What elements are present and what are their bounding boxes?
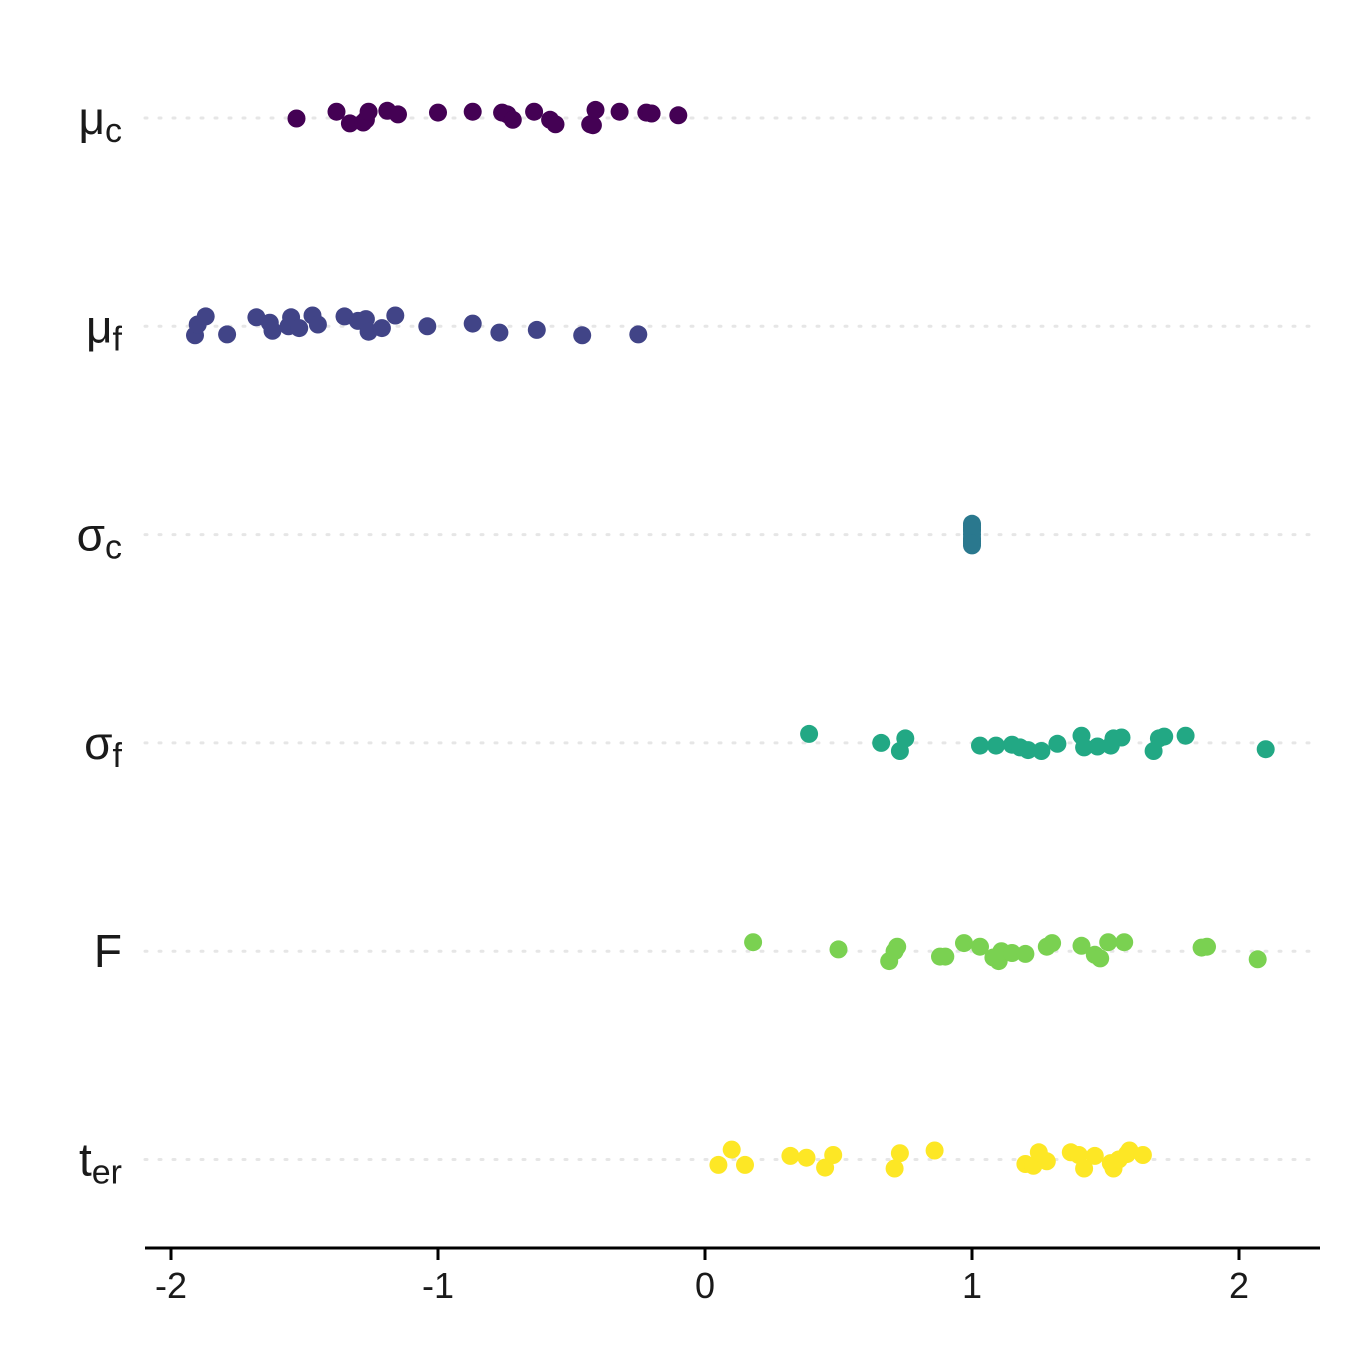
data-point bbox=[872, 733, 891, 752]
category-label: F bbox=[94, 925, 122, 977]
data-point bbox=[1256, 740, 1275, 759]
data-point bbox=[1043, 934, 1062, 953]
data-point bbox=[490, 323, 509, 342]
data-point bbox=[987, 736, 1005, 755]
category-label: μc bbox=[78, 92, 122, 150]
data-point bbox=[1198, 937, 1216, 956]
data-point bbox=[1176, 726, 1195, 745]
data-points bbox=[186, 100, 1275, 1178]
data-point bbox=[196, 307, 215, 326]
data-point bbox=[287, 109, 306, 128]
data-point bbox=[955, 934, 973, 953]
data-point bbox=[797, 1148, 816, 1167]
data-point bbox=[1248, 950, 1267, 969]
data-point bbox=[896, 729, 915, 748]
data-point bbox=[1115, 933, 1134, 952]
data-point bbox=[936, 947, 955, 966]
data-point bbox=[586, 100, 605, 119]
data-point bbox=[463, 102, 482, 121]
data-point bbox=[525, 102, 544, 121]
x-tick-label: -2 bbox=[155, 1265, 187, 1306]
data-point bbox=[1085, 1146, 1104, 1165]
data-point bbox=[709, 1155, 728, 1174]
data-point bbox=[429, 103, 447, 122]
data-point bbox=[418, 317, 437, 336]
data-point bbox=[263, 321, 282, 340]
data-point bbox=[610, 102, 629, 121]
data-point bbox=[290, 319, 309, 338]
data-point bbox=[527, 320, 546, 339]
data-point bbox=[781, 1146, 800, 1165]
data-point bbox=[503, 110, 522, 129]
x-tick-label: 0 bbox=[695, 1265, 715, 1306]
data-point bbox=[1019, 741, 1038, 760]
data-point bbox=[1112, 728, 1131, 747]
data-point bbox=[824, 1146, 843, 1164]
data-point bbox=[573, 326, 592, 345]
data-point bbox=[583, 116, 602, 135]
data-point bbox=[925, 1141, 944, 1160]
data-point bbox=[308, 315, 327, 334]
data-point bbox=[736, 1155, 754, 1174]
data-point bbox=[1069, 1146, 1088, 1164]
x-axis: -2 -1 0 1 2 bbox=[145, 1246, 1320, 1306]
data-point bbox=[1091, 949, 1110, 968]
data-point bbox=[1037, 1152, 1056, 1171]
data-point bbox=[971, 937, 989, 956]
data-point bbox=[1003, 944, 1021, 962]
data-point bbox=[372, 319, 391, 338]
category-label: σc bbox=[77, 509, 122, 567]
data-point bbox=[1075, 738, 1094, 757]
data-point bbox=[389, 105, 407, 124]
data-point bbox=[218, 325, 237, 344]
data-point bbox=[722, 1140, 741, 1159]
data-point bbox=[829, 940, 848, 959]
category-label: σf bbox=[84, 717, 122, 775]
data-point bbox=[359, 102, 378, 121]
data-point bbox=[744, 933, 763, 952]
data-point bbox=[890, 1144, 909, 1163]
data-point bbox=[1099, 933, 1118, 952]
gridlines bbox=[143, 116, 1322, 1161]
data-point bbox=[1088, 737, 1107, 756]
data-point bbox=[1048, 734, 1067, 753]
category-label: ter bbox=[79, 1134, 122, 1192]
data-point bbox=[669, 106, 688, 125]
data-point bbox=[340, 114, 359, 133]
data-point bbox=[963, 516, 981, 535]
data-point bbox=[800, 724, 819, 743]
data-point bbox=[885, 1159, 904, 1178]
x-tick-label: -1 bbox=[422, 1265, 454, 1306]
data-point bbox=[327, 102, 346, 121]
data-point bbox=[1075, 1159, 1094, 1178]
data-point bbox=[1072, 936, 1091, 955]
data-point bbox=[963, 534, 981, 553]
data-point bbox=[546, 115, 565, 134]
data-point bbox=[463, 314, 482, 333]
data-point bbox=[629, 325, 648, 344]
data-point bbox=[386, 306, 405, 325]
x-tick-label: 2 bbox=[1229, 1265, 1249, 1306]
data-point bbox=[888, 937, 907, 956]
data-point bbox=[1016, 944, 1035, 963]
data-point bbox=[642, 104, 661, 123]
data-point bbox=[971, 736, 989, 755]
data-point bbox=[1155, 727, 1174, 746]
data-point bbox=[1032, 742, 1051, 760]
category-label: μf bbox=[86, 300, 123, 358]
x-tick-label: 1 bbox=[962, 1265, 982, 1306]
data-point bbox=[1133, 1146, 1152, 1164]
